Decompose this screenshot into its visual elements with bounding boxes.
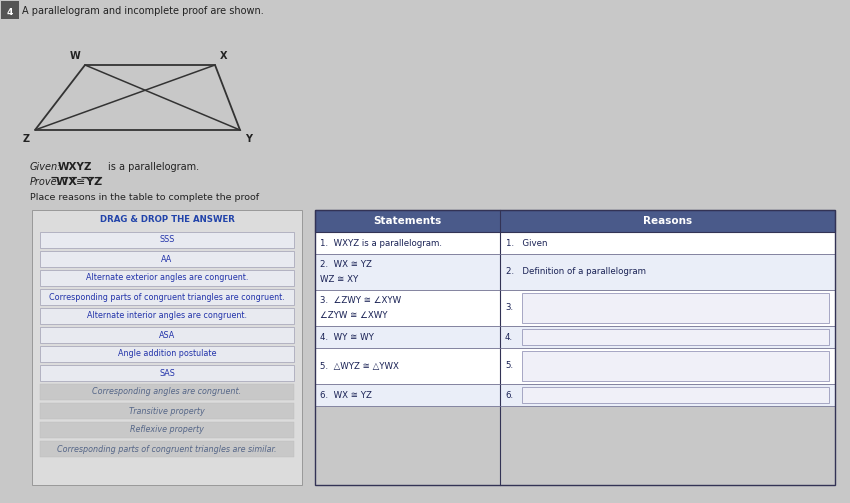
FancyBboxPatch shape [500, 348, 835, 384]
FancyBboxPatch shape [500, 290, 835, 326]
Text: ASA: ASA [159, 330, 175, 340]
Text: 2.   Definition of a parallelogram: 2. Definition of a parallelogram [506, 268, 646, 277]
FancyBboxPatch shape [40, 251, 294, 267]
Text: ≅: ≅ [76, 177, 85, 187]
FancyBboxPatch shape [40, 289, 294, 305]
FancyBboxPatch shape [315, 254, 500, 290]
Text: WZ ≅ XY: WZ ≅ XY [320, 275, 358, 284]
FancyBboxPatch shape [40, 232, 294, 248]
Text: 6.  WX ≅ YZ: 6. WX ≅ YZ [320, 390, 371, 399]
FancyBboxPatch shape [500, 232, 835, 254]
FancyBboxPatch shape [40, 365, 294, 381]
Text: is a parallelogram.: is a parallelogram. [108, 162, 199, 172]
Text: 2.  WX ≅ YZ: 2. WX ≅ YZ [320, 260, 371, 269]
FancyBboxPatch shape [522, 351, 829, 381]
Text: 4: 4 [7, 8, 14, 17]
Text: 4.  WY ≅ WY: 4. WY ≅ WY [320, 332, 374, 342]
Text: 5.: 5. [505, 362, 513, 371]
FancyBboxPatch shape [1, 1, 19, 19]
FancyBboxPatch shape [522, 293, 829, 323]
FancyBboxPatch shape [315, 232, 500, 254]
Text: Corresponding angles are congruent.: Corresponding angles are congruent. [93, 387, 241, 396]
FancyBboxPatch shape [40, 441, 294, 457]
FancyBboxPatch shape [315, 290, 500, 326]
Text: 3.  ∠ZWY ≅ ∠XYW: 3. ∠ZWY ≅ ∠XYW [320, 296, 401, 305]
Text: Alternate interior angles are congruent.: Alternate interior angles are congruent. [87, 311, 247, 320]
Text: Reasons: Reasons [643, 216, 692, 226]
Text: ̅W̅X̅: ̅W̅X̅ [57, 177, 78, 187]
Text: SSS: SSS [159, 235, 175, 244]
FancyBboxPatch shape [522, 387, 829, 403]
FancyBboxPatch shape [40, 308, 294, 324]
Text: Corresponding parts of congruent triangles are similar.: Corresponding parts of congruent triangl… [57, 445, 277, 454]
Text: 4.: 4. [505, 332, 513, 342]
Text: 6.: 6. [505, 390, 513, 399]
Text: ∠ZYW ≅ ∠XWY: ∠ZYW ≅ ∠XWY [320, 311, 388, 320]
Text: 5.  △WYZ ≅ △YWX: 5. △WYZ ≅ △YWX [320, 362, 399, 371]
FancyBboxPatch shape [40, 346, 294, 362]
Text: W: W [69, 51, 80, 61]
Text: WXYZ: WXYZ [58, 162, 93, 172]
Text: X: X [220, 51, 228, 61]
Text: ̅Y̅Z̅: ̅Y̅Z̅ [87, 177, 103, 187]
Text: Z: Z [23, 134, 30, 144]
Text: Reflexive property: Reflexive property [130, 426, 204, 435]
Text: AA: AA [162, 255, 173, 264]
FancyBboxPatch shape [522, 329, 829, 345]
Text: DRAG & DROP THE ANSWER: DRAG & DROP THE ANSWER [99, 214, 235, 223]
FancyBboxPatch shape [500, 384, 835, 406]
Text: Statements: Statements [373, 216, 442, 226]
Text: Angle addition postulate: Angle addition postulate [118, 350, 216, 359]
FancyBboxPatch shape [315, 210, 835, 232]
Text: Alternate exterior angles are congruent.: Alternate exterior angles are congruent. [86, 274, 248, 283]
Text: 1.  WXYZ is a parallelogram.: 1. WXYZ is a parallelogram. [320, 238, 442, 247]
FancyBboxPatch shape [32, 210, 302, 485]
FancyBboxPatch shape [315, 348, 500, 384]
Text: Given:: Given: [30, 162, 61, 172]
FancyBboxPatch shape [40, 270, 294, 286]
FancyBboxPatch shape [40, 327, 294, 343]
FancyBboxPatch shape [40, 384, 294, 400]
Text: 3.: 3. [505, 303, 513, 312]
Text: Corresponding parts of congruent triangles are congruent.: Corresponding parts of congruent triangl… [49, 293, 285, 301]
Text: A parallelogram and incomplete proof are shown.: A parallelogram and incomplete proof are… [22, 6, 264, 16]
FancyBboxPatch shape [40, 422, 294, 438]
FancyBboxPatch shape [315, 384, 500, 406]
Text: Transitive property: Transitive property [129, 406, 205, 415]
FancyBboxPatch shape [40, 403, 294, 419]
FancyBboxPatch shape [500, 326, 835, 348]
Text: Y: Y [245, 134, 252, 144]
Text: Prove:: Prove: [30, 177, 61, 187]
FancyBboxPatch shape [315, 326, 500, 348]
Text: 1.   Given: 1. Given [506, 238, 547, 247]
Text: SAS: SAS [159, 369, 175, 377]
Text: Place reasons in the table to complete the proof: Place reasons in the table to complete t… [30, 194, 259, 203]
FancyBboxPatch shape [500, 254, 835, 290]
